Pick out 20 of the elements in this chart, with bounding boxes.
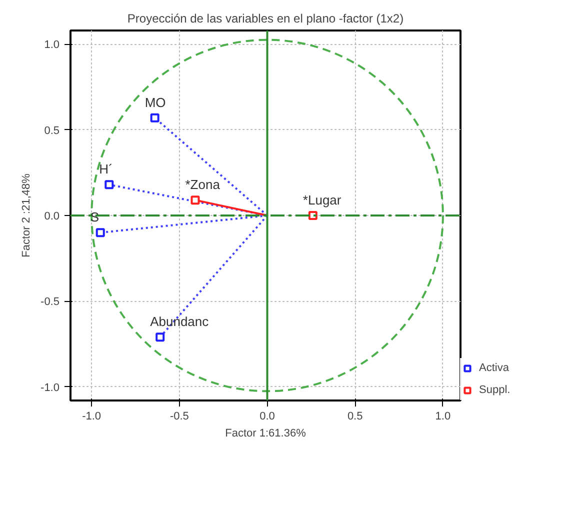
y-tick-label: -1.0 [40,382,60,394]
annotation: H´ [99,162,113,177]
chart-title: Proyección de las variables en el plano -factor (1x2) [127,12,404,26]
annotation: MO [144,94,166,110]
x-tick-label: 0.5 [347,410,363,422]
annotation: *Zona [185,177,221,192]
y-tick-label: 0.0 [44,210,60,222]
x-tick-label: -1.0 [82,410,102,422]
y-axis-title: Factor 2 :21,48% [20,173,33,258]
x-tick-label: 1.0 [435,410,451,422]
x-axis-title: Factor 1:61.36% [225,428,306,440]
annotation: Abundanc [150,314,210,330]
x-tick-label: -0.5 [170,410,189,422]
legend-label: Activa [479,362,509,374]
legend-label: Suppl. [479,384,510,396]
y-tick-label: -0.5 [40,296,60,308]
x-tick-label: 0.0 [260,410,275,422]
y-tick-label: 0.5 [44,124,60,137]
annotation: *Lugar [302,192,342,208]
y-tick-label: 1.0 [44,39,60,52]
